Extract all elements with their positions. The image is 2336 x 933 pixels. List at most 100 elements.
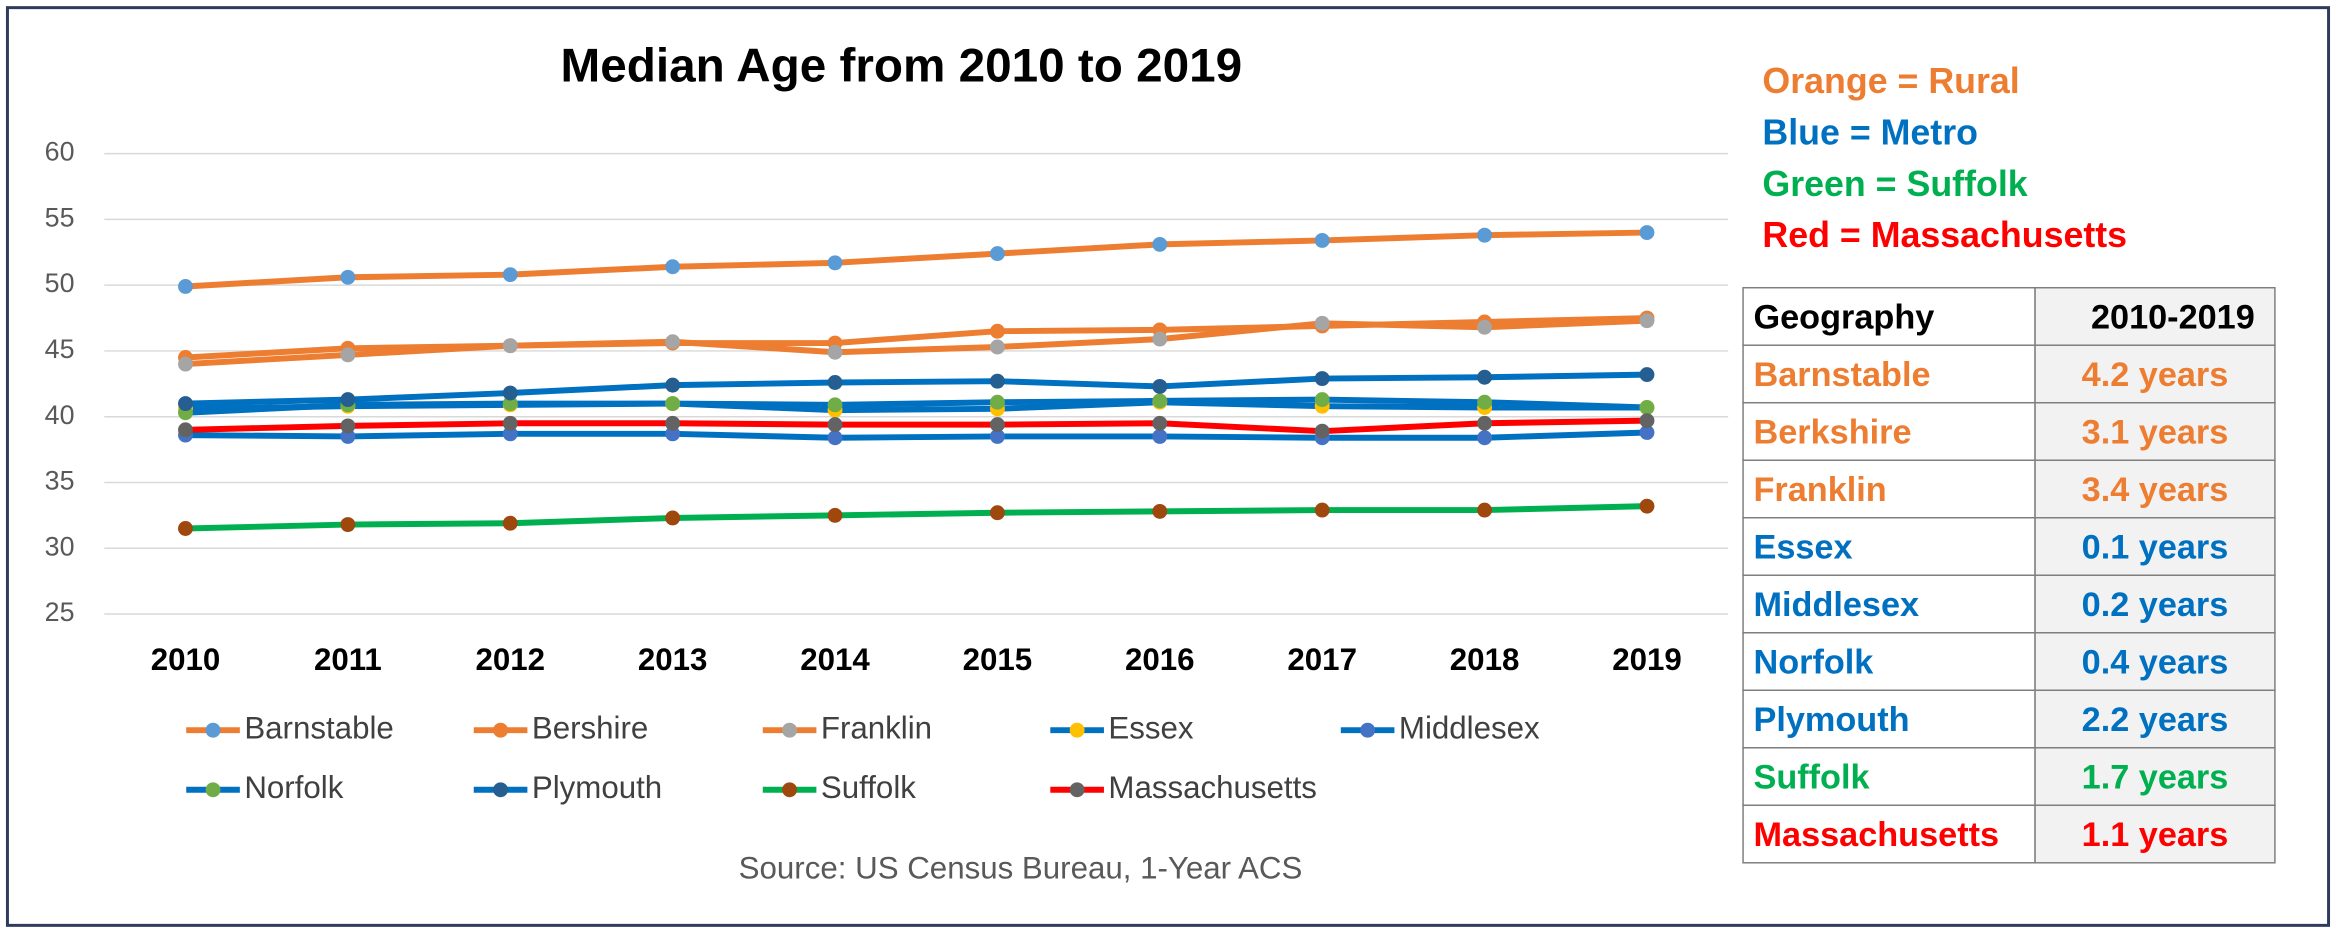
y-tick-label: 35 [45, 466, 75, 496]
data-point [1152, 415, 1168, 431]
legend-label: Barnstable [244, 710, 393, 745]
y-tick-label: 60 [45, 137, 75, 167]
x-tick-label: 2013 [638, 642, 708, 677]
table-cell [1742, 286, 2036, 346]
data-point [827, 397, 843, 413]
data-point [1477, 319, 1493, 335]
series-line [185, 371, 1648, 407]
legend-marker [1069, 782, 1085, 798]
data-point [1152, 393, 1168, 409]
data-point [502, 385, 518, 401]
table-text: Norfolk [1753, 644, 1874, 682]
legend-label: Norfolk [244, 770, 343, 805]
source: Source: US Census Bureau, 1-Year ACS [739, 851, 1303, 886]
table-text: 0.2 years [2082, 586, 2229, 624]
data-point [1477, 430, 1493, 446]
data-point [989, 505, 1005, 521]
key-text: Red = Massachusetts [1762, 215, 2127, 255]
data-point [1477, 415, 1493, 431]
data-point [1314, 371, 1330, 387]
data-point [827, 430, 843, 446]
data-point [1152, 503, 1168, 519]
data-point [1477, 227, 1493, 243]
data-point [1639, 498, 1655, 514]
chart-title: Median Age from 2010 to 2019 [561, 39, 1243, 92]
legend-marker [782, 722, 798, 738]
legend-label: Bershire [532, 710, 648, 745]
key-text: Green = Suffolk [1762, 164, 2027, 204]
legend-label: Middlesex [1399, 710, 1540, 745]
data-point [989, 394, 1005, 410]
data-point [178, 422, 193, 438]
data-point [827, 344, 843, 360]
x-tick-label: 2015 [963, 642, 1033, 677]
data-point [989, 246, 1005, 262]
series-line [185, 317, 1648, 368]
data-point [1639, 400, 1655, 415]
table-text: Middlesex [1753, 586, 1919, 624]
data-point [1152, 331, 1168, 347]
data-point [340, 392, 356, 408]
x-tick-label: 2018 [1450, 642, 1520, 677]
legend-marker [493, 782, 509, 798]
data-point [1314, 315, 1330, 331]
data-point [827, 255, 843, 271]
table-cell [2034, 574, 2276, 634]
data-point [989, 323, 1005, 339]
x-tick-label: 2010 [151, 642, 221, 677]
data-point [665, 259, 681, 275]
table-cell [1742, 804, 2036, 864]
key-text: Blue = Metro [1762, 112, 1978, 152]
table-text: 4.2 years [2082, 356, 2229, 394]
data-point [665, 415, 681, 431]
series-line [185, 229, 1648, 290]
table-cell [1742, 747, 2036, 807]
data-point [989, 373, 1005, 389]
data-point [827, 375, 843, 390]
data-point [1477, 394, 1493, 410]
data-point [989, 339, 1005, 355]
data-point [1477, 502, 1493, 518]
series-line [185, 429, 1648, 441]
data-point [178, 521, 193, 536]
table-text: Suffolk [1753, 759, 1870, 797]
data-point [502, 426, 518, 442]
series-line [185, 503, 1648, 532]
data-point [340, 517, 356, 532]
table-text: Barnstable [1753, 356, 1930, 394]
table-cell [2034, 517, 2276, 576]
y-tick-label: 50 [45, 268, 75, 298]
table-text: Essex [1753, 529, 1852, 567]
table-cell [1742, 632, 2036, 692]
data-point [1639, 367, 1655, 383]
table-cell [1742, 574, 2036, 634]
legend-label: Massachusetts [1108, 770, 1317, 805]
data-point [502, 396, 518, 411]
x-tick-label: 2011 [314, 642, 382, 677]
x-tick-label: 2017 [1287, 642, 1357, 677]
table-text: Berkshire [1753, 414, 1911, 452]
legend-label: Plymouth [532, 770, 662, 805]
data-point [1152, 428, 1168, 444]
legend-label: Essex [1108, 710, 1194, 745]
data-point [178, 356, 193, 372]
legend-marker [493, 722, 509, 738]
legend-marker [1069, 722, 1085, 738]
table-cell [1742, 401, 2036, 461]
data-point [827, 417, 843, 433]
table-cell [1742, 344, 2036, 404]
table-text: 1.7 years [2082, 759, 2229, 797]
x-tick-label: 2014 [800, 642, 870, 677]
table-cell [2034, 344, 2276, 404]
table-text: 0.4 years [2082, 644, 2229, 682]
table-text: 1.1 years [2082, 816, 2229, 854]
table-cell [2034, 804, 2276, 864]
x-tick-label: 2016 [1125, 642, 1195, 677]
data-point [665, 334, 681, 350]
data-point [178, 396, 193, 411]
data-point [502, 338, 518, 354]
data-point [502, 515, 518, 531]
key-text: Orange = Rural [1762, 61, 2019, 101]
y-tick-label: 30 [45, 531, 75, 561]
